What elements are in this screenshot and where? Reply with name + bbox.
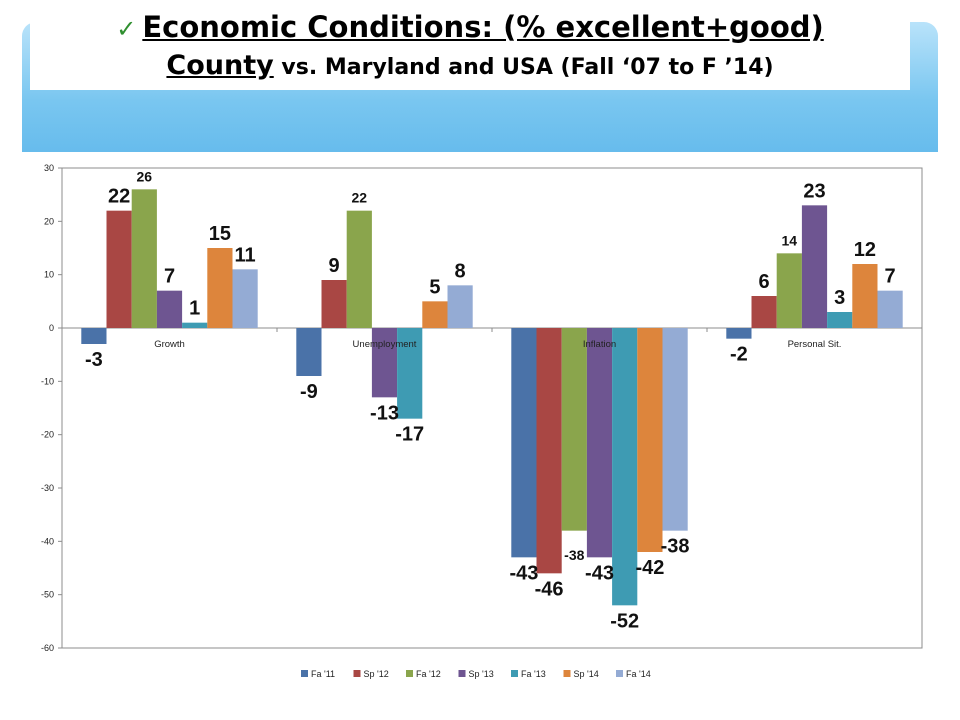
data-label: 12	[854, 239, 876, 261]
y-tick-label: -40	[41, 536, 54, 546]
data-label: 3	[834, 287, 845, 309]
y-tick-label: 10	[44, 270, 54, 280]
bar-growth-1	[106, 210, 132, 328]
data-label: -38	[564, 547, 584, 563]
legend-label: Fa '13	[521, 669, 546, 679]
category-label: Personal Sit.	[788, 339, 842, 350]
slide-title: ✓ Economic Conditions: (% excellent+good)	[30, 10, 910, 44]
plot-frame	[61, 167, 923, 649]
slide-subtitle: County vs. Maryland and USA (Fall ‘07 to…	[30, 50, 910, 81]
chart-panel: 30 20 10 0 -10 -20 -30 -40 -50 -60 Growth Unemploym…	[0, 152, 960, 720]
legend-swatch	[458, 670, 466, 677]
data-label: 22	[352, 190, 368, 206]
bar-personal-sit--5	[852, 264, 878, 328]
data-label: 15	[209, 223, 231, 245]
bar-unemployment-6	[447, 285, 473, 328]
title-line-1: Economic Conditions: (% excellent+good)	[142, 10, 824, 44]
data-label: -42	[635, 557, 664, 579]
bar-personal-sit--2	[776, 253, 802, 328]
bar-personal-sit--6	[877, 290, 903, 328]
bar-chart: 30 20 10 0 -10 -20 -30 -40 -50 -60 Growth Unemploym…	[41, 163, 923, 679]
data-label: 14	[782, 232, 798, 248]
data-label: -43	[509, 562, 538, 584]
legend-label: Sp '13	[469, 669, 494, 679]
y-tick-label: -50	[41, 590, 54, 600]
legend-label: Fa '12	[416, 669, 441, 679]
bar-growth-2	[131, 189, 157, 328]
data-label: 7	[164, 266, 175, 288]
data-label: -52	[610, 610, 639, 632]
bar-inflation-1	[536, 328, 562, 574]
data-label: -3	[85, 349, 103, 371]
bar-unemployment-2	[346, 210, 372, 328]
y-tick-label: -20	[41, 430, 54, 440]
legend-swatch	[563, 670, 571, 677]
bar-growth-3	[156, 290, 183, 328]
legend-swatch	[353, 670, 361, 677]
bar-personal-sit--1	[751, 296, 777, 328]
bar-inflation-5	[637, 328, 663, 552]
bar-unemployment-4	[397, 328, 423, 419]
y-tick-label: 30	[44, 163, 54, 173]
data-label: 22	[108, 186, 130, 208]
title-panel: ✓ Economic Conditions: (% excellent+good)…	[30, 0, 910, 90]
data-label: 23	[803, 180, 825, 202]
bar-unemployment-3	[371, 328, 398, 398]
data-label: -2	[730, 344, 748, 366]
category-label: Unemployment	[353, 339, 417, 350]
legend-label: Fa '14	[626, 669, 651, 679]
data-label: 6	[759, 271, 770, 293]
bar-unemployment-1	[321, 280, 347, 328]
data-label: -43	[585, 562, 614, 584]
bar-personal-sit--4	[827, 312, 853, 328]
bar-unemployment-0	[296, 328, 322, 376]
bar-inflation-3	[586, 328, 613, 558]
legend-swatch	[406, 670, 413, 677]
data-label: 7	[885, 266, 896, 288]
data-label: -9	[300, 381, 318, 403]
bar-inflation-0	[511, 328, 537, 558]
bar-growth-0	[81, 328, 107, 344]
legend-label: Sp '12	[364, 669, 389, 679]
y-tick-label: -30	[41, 483, 54, 493]
category-label: Growth	[154, 339, 185, 350]
data-label: 5	[429, 276, 440, 298]
data-label: 26	[137, 168, 153, 184]
bar-inflation-2	[561, 328, 587, 531]
bar-inflation-6	[662, 328, 688, 531]
bar-growth-4	[182, 322, 208, 328]
bar-personal-sit--3	[801, 205, 828, 328]
bar-unemployment-5	[422, 301, 448, 328]
data-label: 8	[455, 260, 466, 282]
bar-growth-5	[207, 248, 233, 328]
data-label: 11	[235, 244, 256, 266]
data-label: -13	[370, 402, 399, 424]
y-tick-label: 20	[44, 216, 54, 226]
legend-label: Sp '14	[574, 669, 599, 679]
legend-label: Fa '11	[311, 669, 335, 679]
title-line-2: vs. Maryland and USA (Fall ‘07 to F ’14)	[273, 55, 774, 80]
data-label: 1	[189, 298, 200, 320]
y-tick-label: -10	[41, 376, 54, 386]
legend-swatch	[511, 670, 518, 677]
y-tick-label: -60	[41, 643, 54, 653]
y-tick-label: 0	[49, 323, 54, 333]
title-county: County	[166, 50, 274, 81]
data-label: 9	[329, 255, 340, 277]
bar-inflation-4	[612, 328, 638, 606]
data-label: -17	[395, 424, 424, 446]
bar-personal-sit--0	[726, 328, 752, 339]
checkmark-icon: ✓	[116, 15, 137, 43]
bar-growth-6	[232, 269, 258, 328]
legend-swatch	[616, 670, 623, 677]
category-label: Inflation	[583, 339, 616, 350]
data-label: -38	[661, 536, 690, 558]
legend-swatch	[301, 670, 308, 677]
data-label: -46	[535, 578, 564, 600]
